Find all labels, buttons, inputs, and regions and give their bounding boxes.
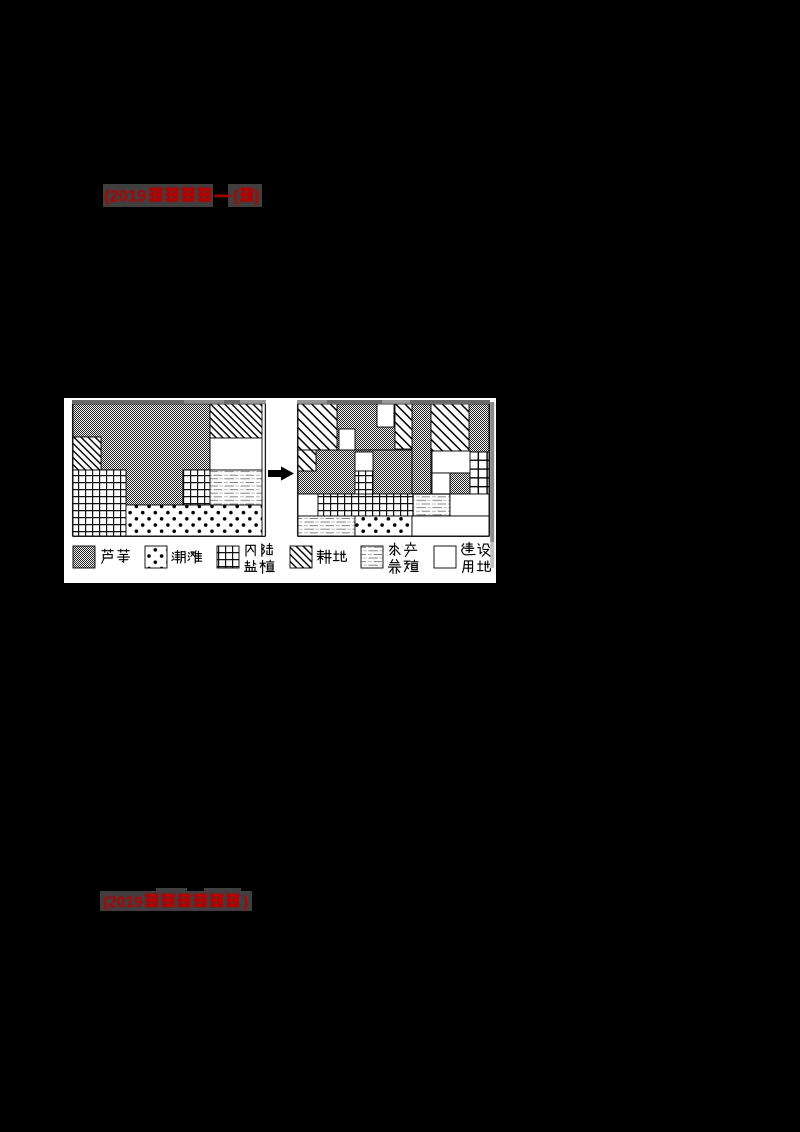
svg-text:): ) [243,894,248,911]
svg-text:): ) [254,188,260,206]
svg-text:(2019: (2019 [103,894,143,911]
svg-text:(2019: (2019 [104,188,146,206]
svg-text:(: ( [233,188,239,206]
